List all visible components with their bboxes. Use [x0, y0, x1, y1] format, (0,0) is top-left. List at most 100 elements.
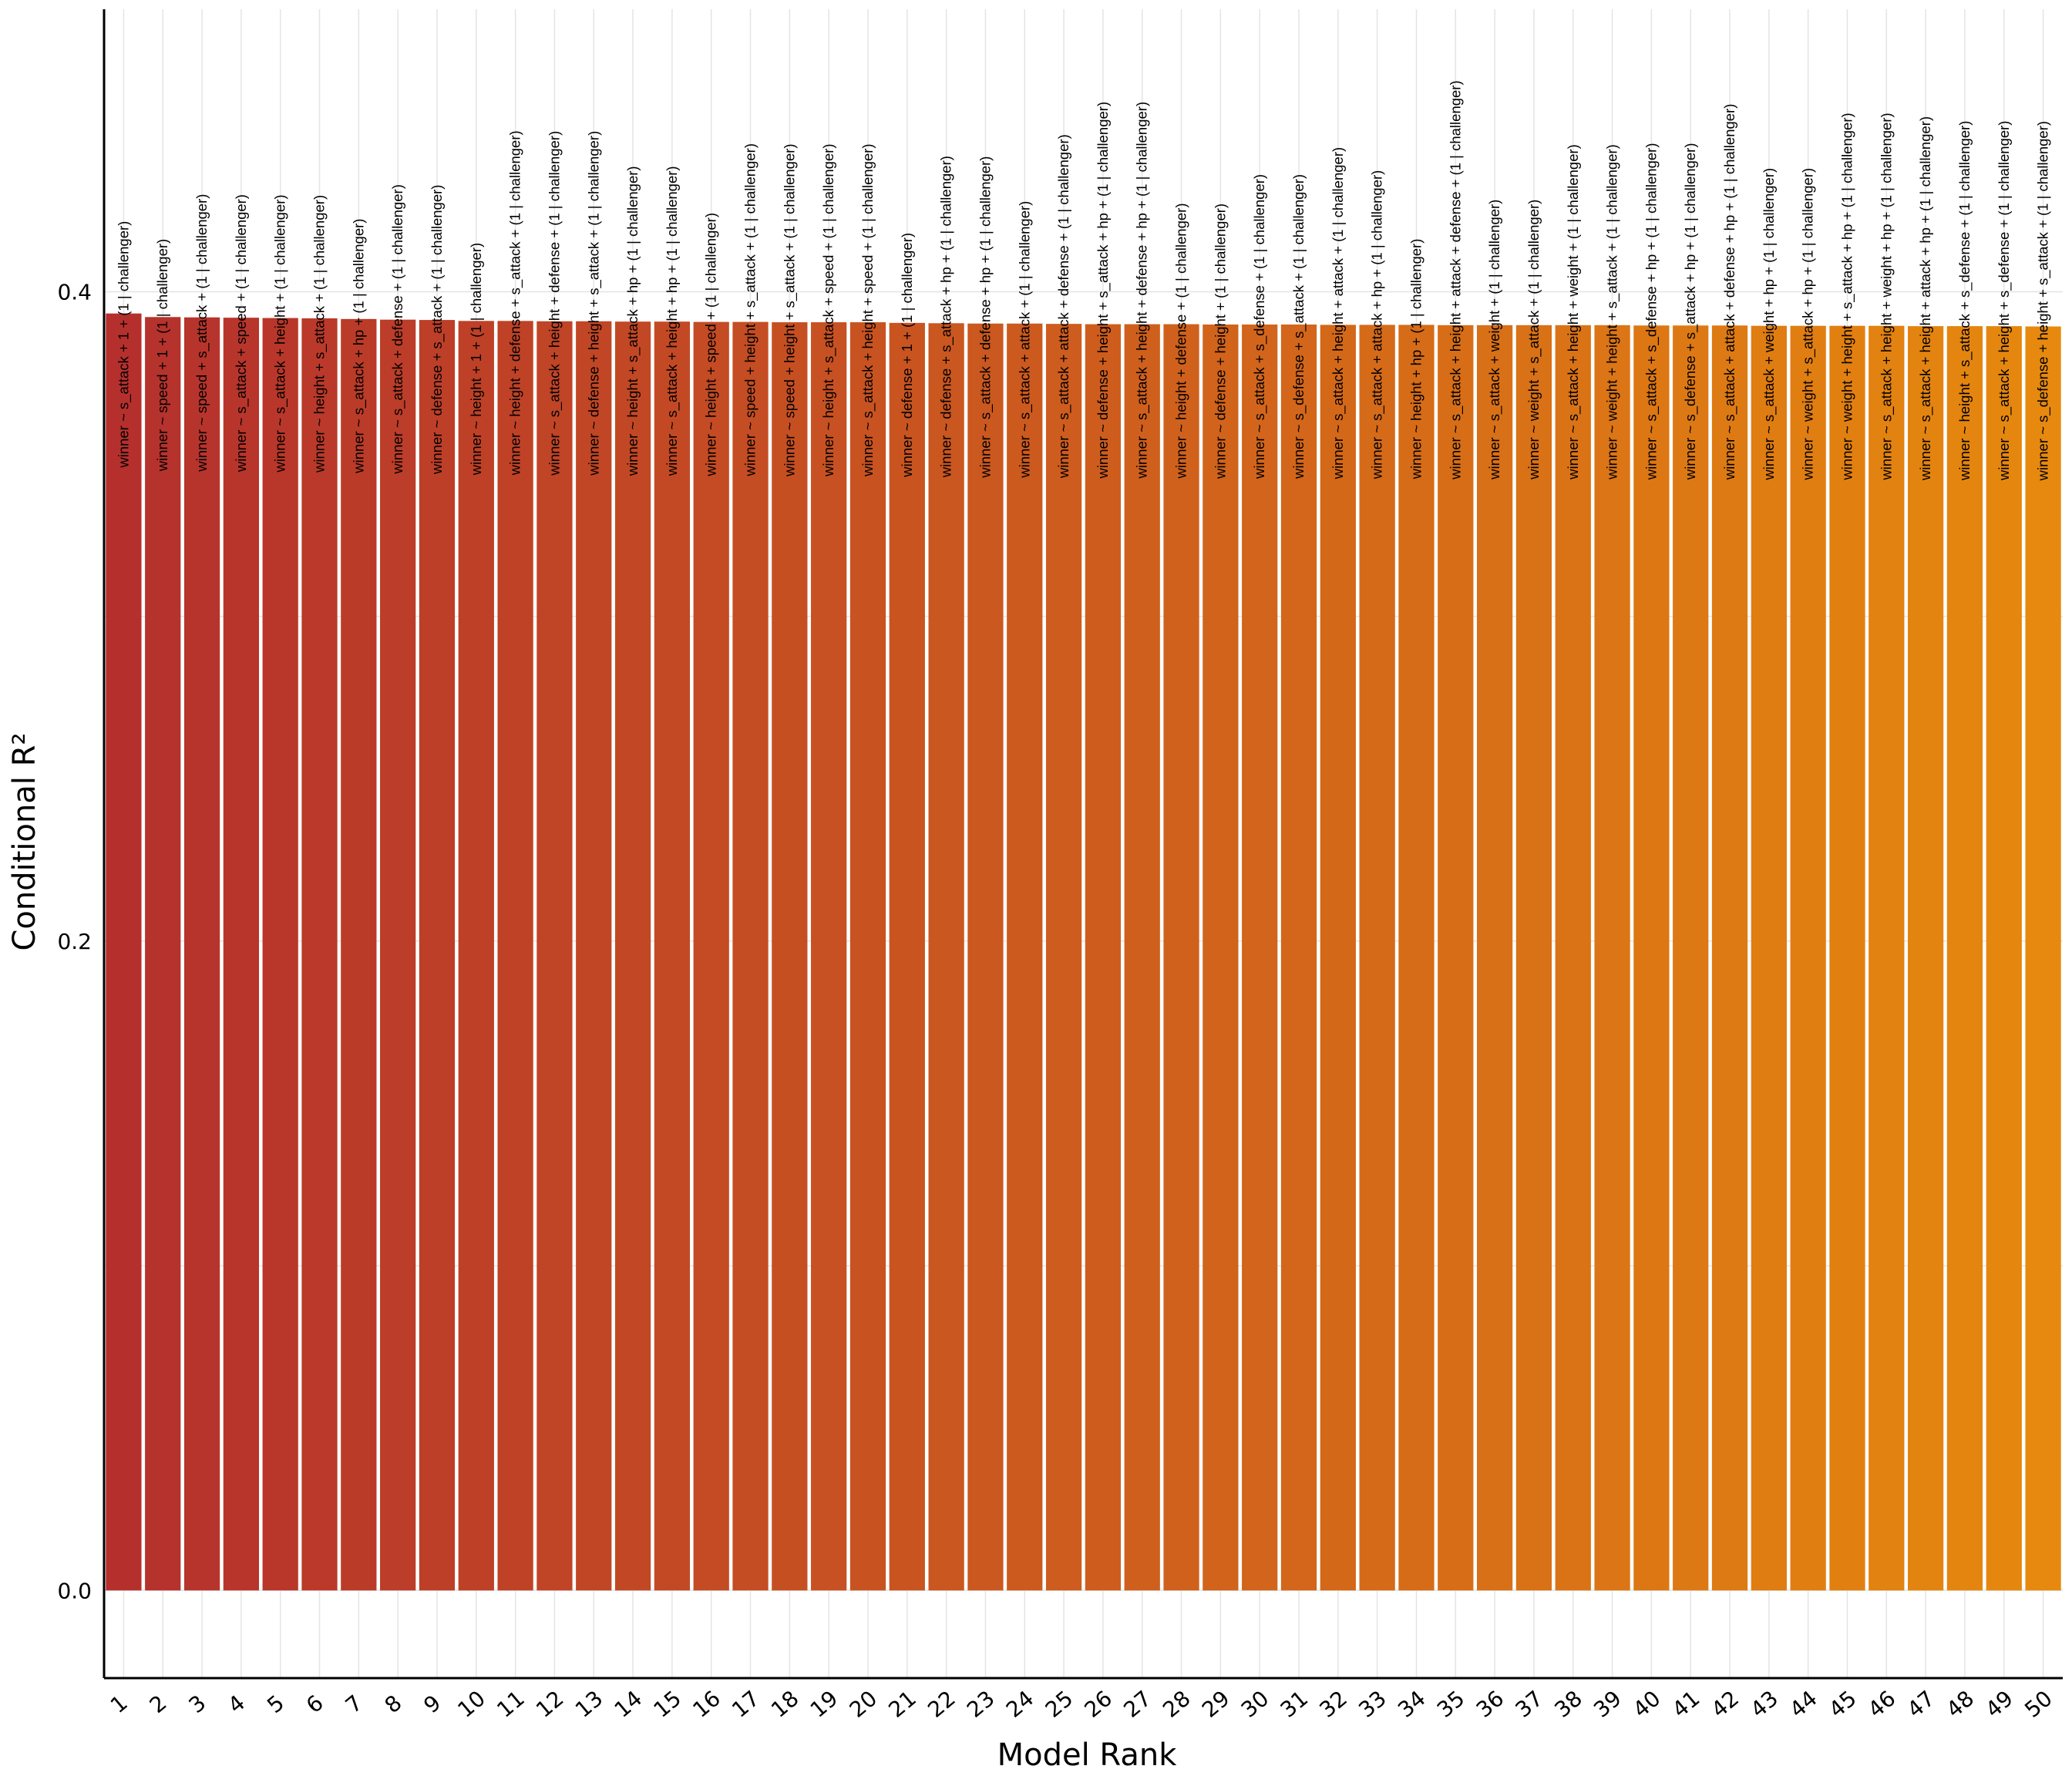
bar-label: winner ~ speed + 1 + (1 | challenger) — [154, 239, 170, 473]
bar-label: winner ~ defense + s_attack + (1 | chall… — [429, 185, 446, 476]
x-tick-label: 8 — [380, 1690, 407, 1718]
bar-label: winner ~ s_attack + height + speed + (1 … — [859, 143, 876, 477]
x-tick-label: 48 — [1942, 1686, 1980, 1723]
bar — [889, 322, 925, 1591]
x-tick-label: 19 — [806, 1686, 843, 1723]
x-axis-ticks: 1 2 3 4 5 6 7 8 9 10 11 12 13 14 15 16 17 18 19 20 21 22 23 24 2… — [106, 1686, 2057, 1723]
bar-label: winner ~ s_attack + height + attack + (1… — [1330, 147, 1347, 480]
bar-label: winner ~ s_attack + weight + (1 | challe… — [1486, 200, 1503, 480]
bar — [2025, 326, 2061, 1591]
bar-label: winner ~ s_attack + attack + hp + (1 | c… — [1369, 170, 1386, 480]
y-tick-label: 0.2 — [57, 929, 92, 954]
bar — [341, 318, 377, 1591]
y-tick-label: 0.0 — [57, 1578, 92, 1603]
bar — [1673, 325, 1709, 1591]
bar — [1045, 324, 1082, 1591]
x-tick-label: 6 — [301, 1690, 328, 1718]
bar — [1829, 325, 1865, 1591]
bar — [1124, 324, 1160, 1591]
bar — [732, 321, 769, 1591]
bar-labels: winner ~ s_attack + 1 + (1 | challenger)… — [115, 80, 2051, 481]
x-tick-label: 1 — [106, 1690, 133, 1718]
bar — [576, 321, 612, 1591]
bar — [1320, 325, 1356, 1591]
bar-label: winner ~ speed + height + s_attack + (1 … — [742, 143, 759, 477]
x-tick-label: 37 — [1511, 1686, 1549, 1723]
x-tick-label: 34 — [1393, 1686, 1431, 1723]
bar — [1633, 325, 1670, 1591]
x-tick-label: 17 — [727, 1686, 765, 1723]
x-tick-label: 3 — [184, 1690, 211, 1718]
bar-label: winner ~ defense + height + s_attack + h… — [1095, 102, 1112, 479]
x-tick-label: 21 — [883, 1686, 921, 1723]
x-tick-label: 33 — [1354, 1686, 1391, 1723]
bar — [1007, 323, 1043, 1591]
x-tick-label: 35 — [1432, 1686, 1470, 1723]
bar-label: winner ~ s_attack + height + defense + (… — [546, 131, 563, 476]
bar — [183, 317, 220, 1591]
x-tick-label: 29 — [1197, 1686, 1235, 1723]
x-tick-label: 5 — [262, 1690, 289, 1718]
x-tick-label: 16 — [688, 1686, 725, 1723]
bar-label: winner ~ weight + s_attack + hp + (1 | c… — [1800, 168, 1817, 481]
bar-label: winner ~ height + 1 + (1 | challenger) — [468, 243, 484, 476]
bar-label: winner ~ s_attack + height + attack + hp… — [1917, 116, 1934, 481]
bar — [1790, 325, 1826, 1591]
x-axis-title: Model Rank — [997, 1737, 1178, 1773]
bar-label: winner ~ speed + height + s_attack + (1 … — [781, 143, 798, 477]
y-tick-label: 0.4 — [57, 279, 92, 304]
bar — [967, 323, 1004, 1591]
bar — [223, 318, 259, 1591]
bar-label: winner ~ height + speed + (1 | challenge… — [703, 213, 719, 477]
x-tick-label: 4 — [223, 1690, 250, 1718]
bar-label: winner ~ height + defense + (1 | challen… — [1173, 204, 1189, 479]
x-tick-label: 49 — [1980, 1686, 2018, 1723]
bar-label: winner ~ s_attack + s_defense + hp + (1 … — [1643, 143, 1660, 481]
bar-label: winner ~ weight + height + s_attack + (1… — [1604, 144, 1621, 480]
bar-label: winner ~ s_attack + defense + hp + (1 | … — [977, 156, 994, 479]
bar-label: winner ~ s_attack + attack + (1 | challe… — [1016, 201, 1033, 479]
bar — [811, 322, 847, 1591]
x-tick-label: 25 — [1041, 1686, 1078, 1723]
x-tick-label: 12 — [531, 1686, 569, 1723]
bar-label: winner ~ s_attack + speed + (1 | challen… — [233, 194, 250, 473]
bar — [145, 317, 181, 1591]
x-tick-label: 13 — [570, 1686, 608, 1723]
bar — [497, 321, 533, 1591]
bar-label: winner ~ height + s_attack + (1 | challe… — [311, 195, 328, 473]
bar — [1163, 324, 1199, 1591]
bar — [1908, 326, 1944, 1591]
bar-label: winner ~ defense + 1 + (1 | challenger) — [899, 233, 915, 478]
bar — [1986, 326, 2022, 1591]
bar — [1438, 325, 1474, 1591]
x-tick-label: 36 — [1472, 1686, 1509, 1723]
bar-label: winner ~ height + s_attack + s_defense +… — [1956, 121, 1973, 482]
bar — [1476, 325, 1513, 1591]
bar-label: winner ~ s_attack + weight + hp + (1 | c… — [1761, 168, 1778, 481]
x-tick-label: 31 — [1276, 1686, 1314, 1723]
bar — [1515, 325, 1552, 1591]
bar — [614, 321, 651, 1591]
bar-label: winner ~ height + hp + (1 | challenger) — [1408, 239, 1424, 480]
x-tick-label: 15 — [649, 1686, 687, 1723]
bar-label: winner ~ height + s_attack + hp + (1 | c… — [624, 166, 641, 476]
bar-label: winner ~ s_defense + height + s_attack +… — [2035, 121, 2052, 482]
bar-label: winner ~ s_attack + height + (1 | challe… — [272, 194, 289, 473]
bar — [419, 320, 456, 1591]
bar-label: winner ~ defense + height + (1 | challen… — [1212, 204, 1228, 479]
x-tick-label: 20 — [845, 1686, 883, 1723]
bar — [1280, 324, 1317, 1591]
bar-label: winner ~ s_attack + height + defense + h… — [1134, 102, 1151, 479]
bar — [772, 322, 808, 1591]
bar — [1594, 325, 1630, 1591]
bar — [1242, 324, 1278, 1591]
x-tick-label: 50 — [2020, 1686, 2057, 1723]
bar — [1359, 325, 1395, 1591]
x-tick-label: 41 — [1667, 1686, 1705, 1723]
bar-label: winner ~ height + s_attack + speed + (1 … — [820, 143, 837, 477]
x-tick-label: 28 — [1158, 1686, 1196, 1723]
x-tick-label: 32 — [1314, 1686, 1352, 1723]
x-tick-label: 2 — [145, 1690, 172, 1718]
bar — [1711, 325, 1748, 1591]
y-axis-ticks: 0.0 0.2 0.4 — [57, 279, 92, 1603]
